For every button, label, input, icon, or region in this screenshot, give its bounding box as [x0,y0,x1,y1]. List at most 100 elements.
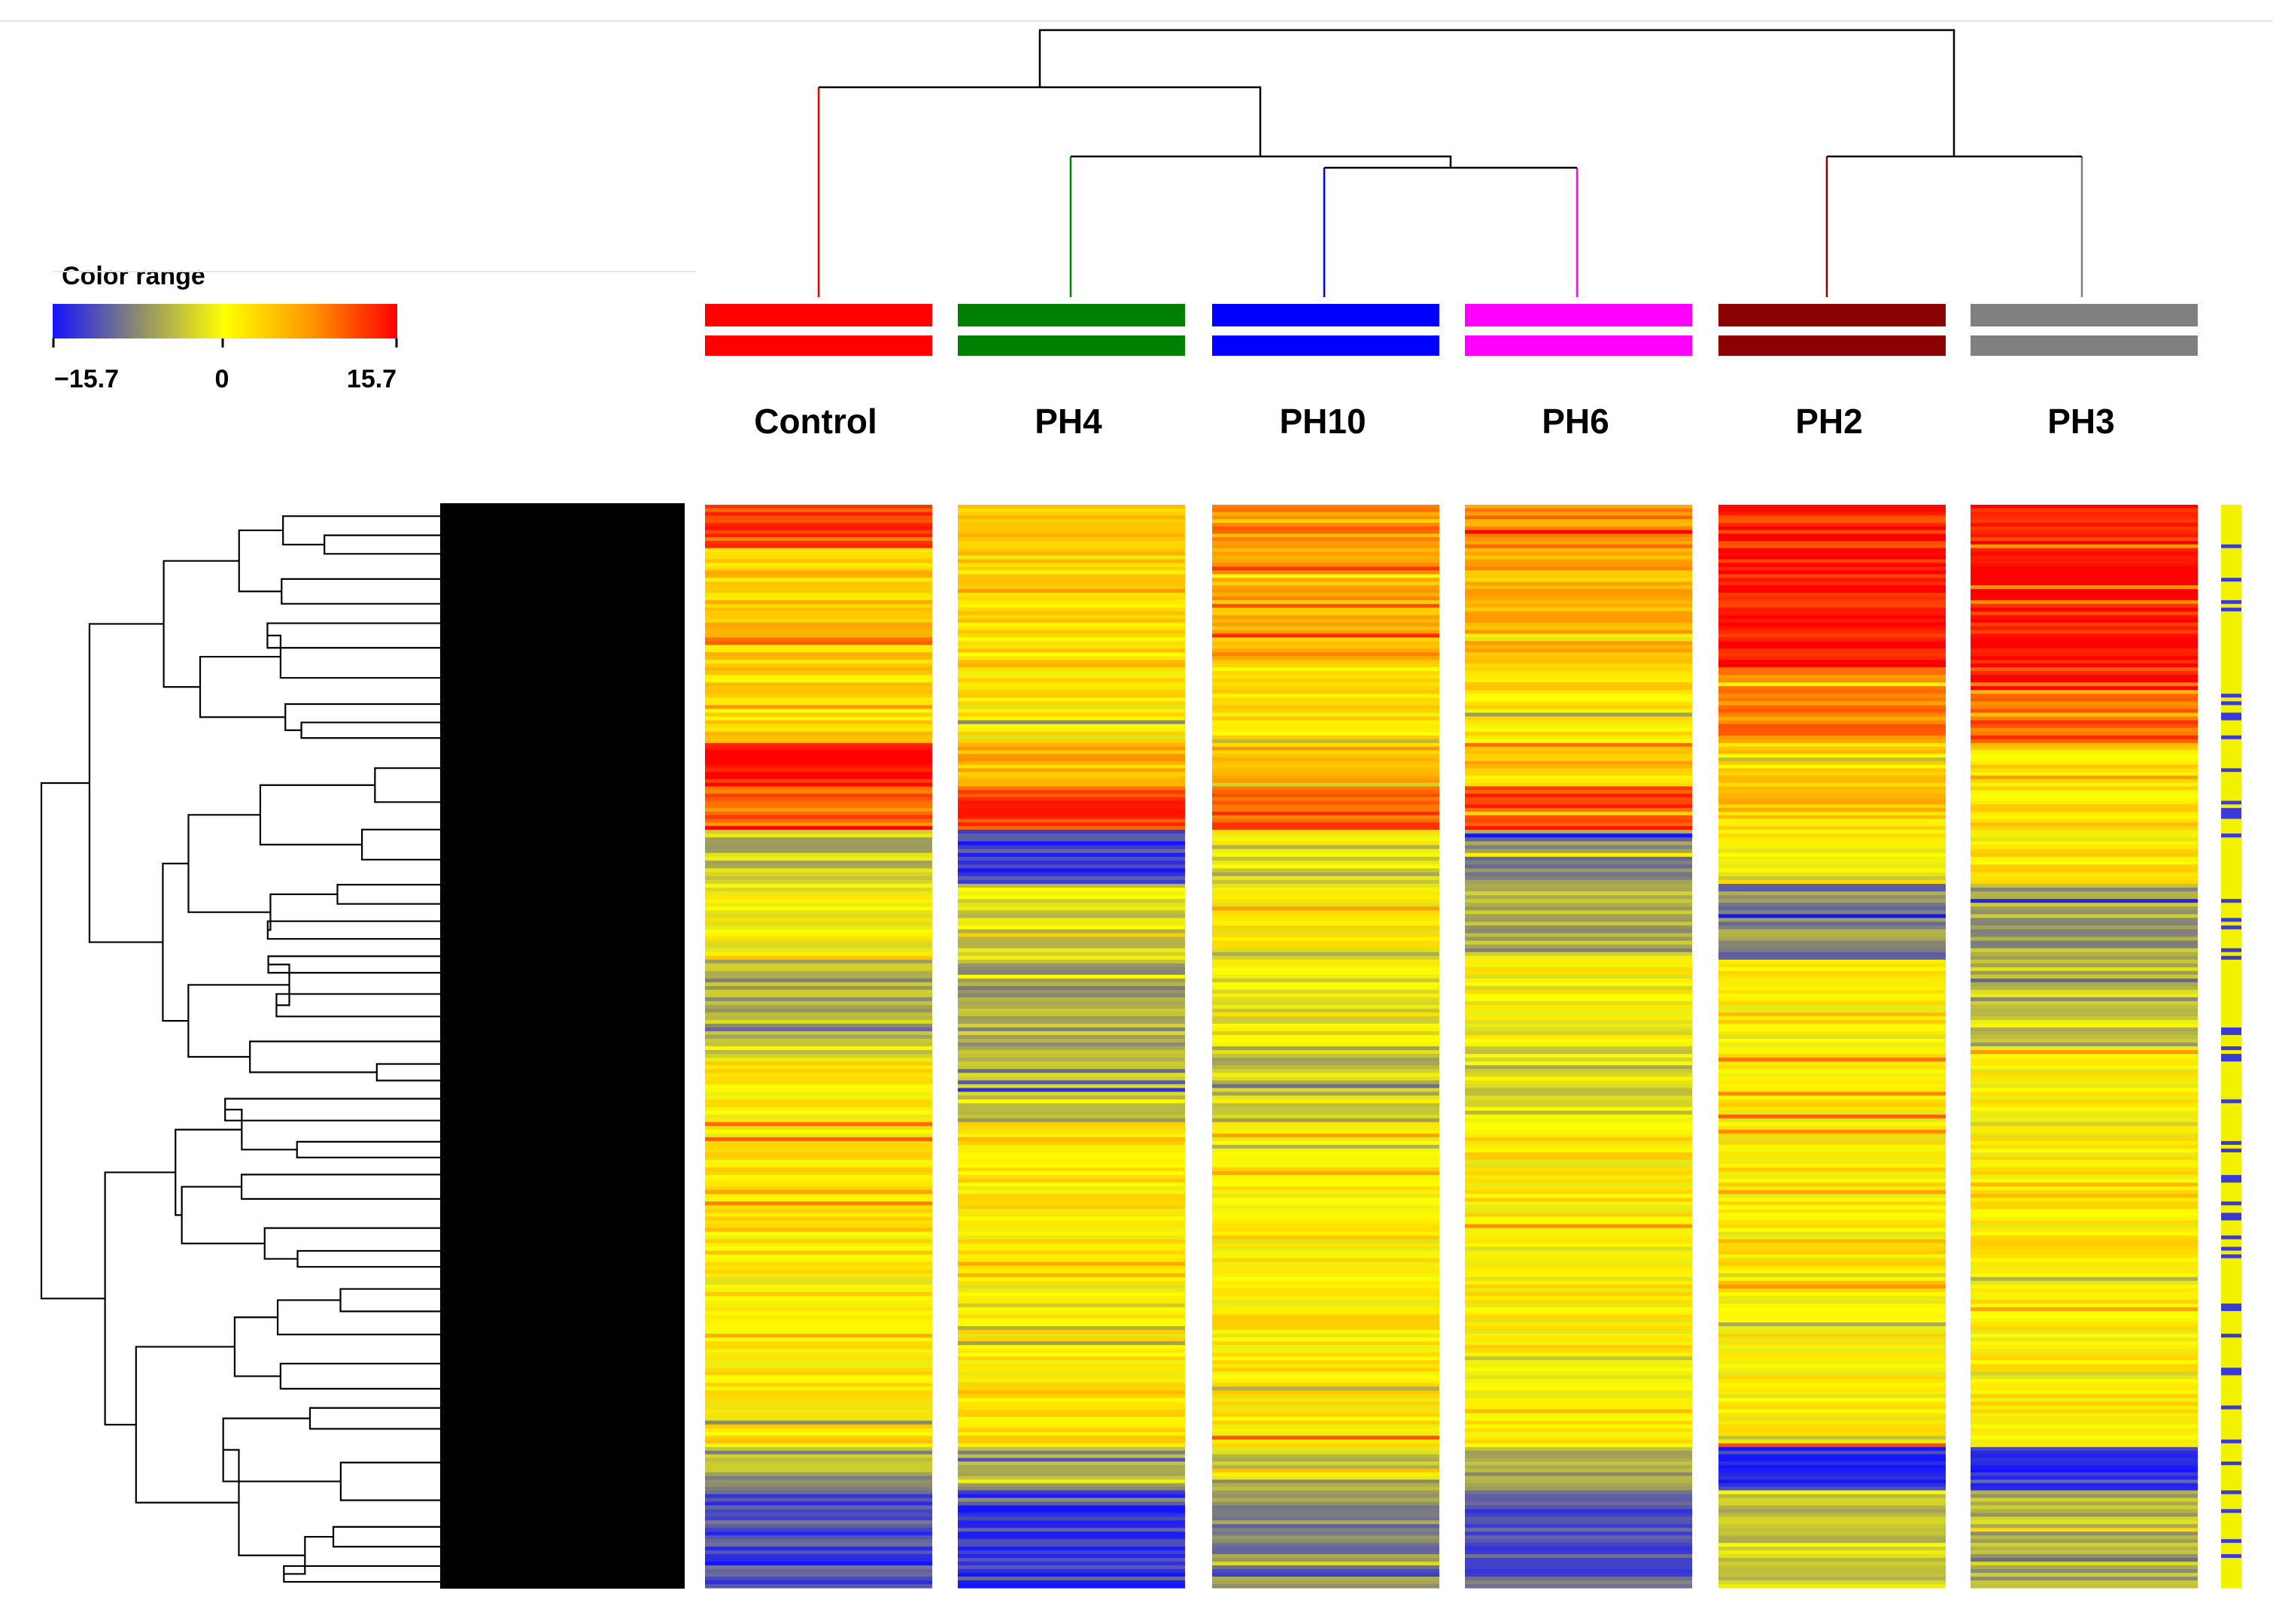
heatmap-cell [1465,852,1692,858]
heatmap-cell [1212,899,1439,903]
heatmap-cell [958,1235,1185,1240]
heatmap-cell [1465,822,1692,827]
side-strip-cell [2221,1465,2241,1470]
heatmap-cell [1212,936,1439,942]
heatmap-cell [958,776,1185,780]
heatmap-cell [1465,985,1692,991]
heatmap-cell [1212,1099,1439,1104]
heatmap-cell [1971,1031,2198,1036]
heatmap-cell [1971,1539,2198,1544]
heatmap-cell [958,585,1185,590]
side-strip-cell [2221,1322,2241,1327]
heatmap-cell [705,1319,932,1323]
heatmap-cell [1212,1265,1439,1270]
side-strip-cell [2221,541,2241,545]
heatmap-cell [705,888,932,892]
heatmap-cell [1718,790,1946,794]
side-strip-cell [2221,701,2241,706]
heatmap-cell [1971,989,2198,994]
legend-label-mid: 0 [215,365,229,393]
heatmap-cell [1212,1231,1439,1237]
heatmap-cell [958,1050,1185,1055]
heatmap-cell [1212,1167,1439,1172]
side-strip-cell [2221,1228,2241,1233]
side-strip-cell [2221,1194,2241,1198]
side-strip-cell [2221,1310,2241,1316]
side-strip-cell [2221,1394,2241,1399]
heatmap-cell [1212,1201,1439,1206]
heatmap-cell [958,548,1185,553]
heatmap-cell [1718,982,1946,987]
heatmap-cell [705,929,932,934]
heatmap-cell [1718,511,1946,516]
heatmap-cell [1212,1486,1439,1491]
side-strip-cell [2221,694,2241,698]
heatmap-cell [1971,1513,2198,1517]
heatmap-cell [705,1375,932,1380]
heatmap-cell [958,1420,1185,1425]
heatmap-cell [705,1509,932,1513]
heatmap-cell [1971,1360,2198,1364]
heatmap-cell [1465,879,1692,885]
side-strip-cell [2221,548,2241,553]
heatmap-cell [1718,1337,1946,1342]
heatmap-cell [1718,660,1946,664]
heatmap-cell [1212,1416,1439,1422]
heatmap-cell [1212,876,1439,881]
heatmap-cell [1465,1420,1692,1425]
heatmap-cell [705,1337,932,1342]
heatmap-cell [1718,1349,1946,1353]
heatmap-cell [1212,746,1439,751]
heatmap-cell [705,1239,932,1244]
heatmap-cell [1718,727,1946,733]
heatmap-cell [705,1050,932,1055]
heatmap-cell [1212,1065,1439,1070]
heatmap-cell [1718,622,1946,627]
side-strip-cell [2221,1398,2241,1403]
side-strip-cell [2221,1299,2241,1304]
heatmap-cell [958,754,1185,758]
heatmap-cell [705,1379,932,1383]
heatmap-cell [1212,925,1439,930]
heatmap-cell [1212,1401,1439,1407]
heatmap-cell [1212,1118,1439,1123]
row-dendrogram-branch [266,622,632,649]
heatmap-cell [1465,1450,1692,1455]
heatmap-cell [958,1148,1185,1153]
side-strip-cell [2221,712,2241,718]
heatmap-cell [1971,1524,2198,1528]
side-strip-cell [2221,645,2241,649]
heatmap-cell [1212,1334,1439,1338]
heatmap-cell [1718,656,1946,660]
heatmap-cell [1971,1413,2198,1418]
heatmap-cell [1212,1213,1439,1217]
heatmap-cell [705,1383,932,1388]
heatmap-cell [1465,790,1692,794]
side-strip-cell [2221,1046,2241,1051]
side-strip-cell [2221,1023,2241,1028]
heatmap-cell [705,1118,932,1123]
heatmap-cell [1718,1472,1946,1477]
heatmap-cell [1718,1179,1946,1183]
heatmap-cell [705,978,932,983]
heatmap-cell [958,716,1185,721]
heatmap-cell [958,1486,1185,1491]
heatmap-cell [705,1524,932,1528]
heatmap-cell [1465,1516,1692,1521]
heatmap-cell [1212,1319,1439,1323]
heatmap-cell [705,701,932,706]
heatmap-cell [1718,1164,1946,1168]
heatmap-cell [705,1284,932,1289]
heatmap-cell [958,1061,1185,1066]
heatmap-cell [1718,1505,1946,1510]
side-strip-cell [2221,918,2241,922]
column-label-ph6: PH6 [1542,402,1609,441]
side-strip-cell [2221,630,2241,635]
heatmap-cell [1971,1326,2198,1331]
heatmap-cell [705,868,932,873]
heatmap-cell [1465,656,1692,660]
heatmap-cell [1971,1239,2198,1244]
heatmap-cell [1212,1122,1439,1127]
heatmap-cell [1465,1015,1692,1021]
side-strip-cell [2221,1516,2241,1521]
